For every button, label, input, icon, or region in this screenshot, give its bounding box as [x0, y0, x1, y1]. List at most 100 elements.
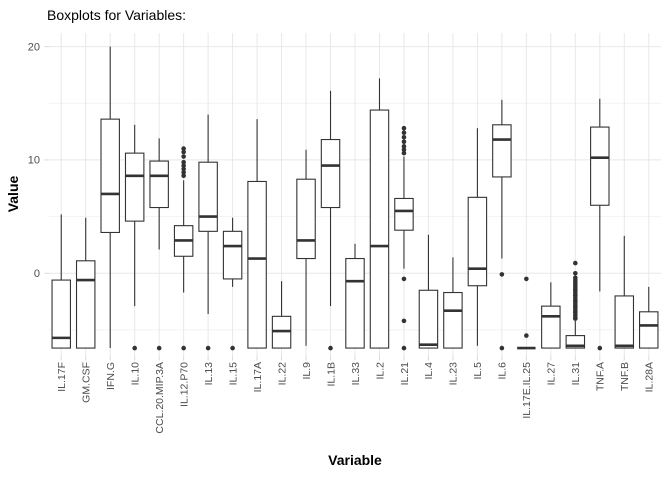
- outlier-point: [401, 147, 407, 153]
- outlier-point: [181, 345, 186, 351]
- x-tick-label: IL.27: [546, 362, 558, 386]
- outlier-point: [573, 270, 578, 276]
- box-rect: [394, 197, 414, 231]
- box-rect: [247, 180, 267, 349]
- x-tick-label: IL.1B: [325, 362, 337, 387]
- box-rect: [345, 257, 365, 349]
- outlier-point: [499, 272, 505, 277]
- outlier-point: [181, 149, 186, 155]
- x-tick-label: TNF.A: [595, 362, 607, 391]
- box-rect: [418, 289, 439, 349]
- box-rect: [100, 118, 120, 234]
- box-IL.6: [492, 99, 512, 351]
- box-rect: [639, 311, 659, 349]
- outlier-point: [401, 125, 407, 131]
- x-tick-label: IL.10: [129, 362, 141, 386]
- outlier-point: [401, 345, 407, 351]
- chart-title: Boxplots for Variables:: [47, 7, 187, 23]
- x-tick-label: IL.17F: [56, 362, 68, 392]
- box-rect: [198, 161, 218, 232]
- box-IL.10: [124, 124, 145, 351]
- outlier-point: [573, 260, 578, 266]
- box-rect: [296, 178, 316, 260]
- outlier-point: [401, 130, 407, 136]
- box-IL.12.P70: [173, 146, 194, 351]
- box-IL.13: [198, 114, 218, 351]
- outlier-point: [181, 163, 186, 168]
- outlier-point: [328, 345, 333, 351]
- outlier-point: [156, 345, 162, 351]
- box-rect: [222, 230, 243, 280]
- x-tick-label: IL.4: [423, 362, 435, 380]
- x-tick-label: IL.17E.IL.25: [521, 362, 533, 419]
- x-tick-label: IL.13: [203, 362, 215, 386]
- x-tick-label: IL.22: [276, 362, 288, 386]
- x-tick-label: TNF.B: [619, 362, 631, 391]
- box-IL.22: [271, 281, 292, 349]
- outlier-point: [181, 170, 186, 175]
- y-tick-label: 10: [28, 155, 40, 167]
- outlier-point: [401, 139, 407, 145]
- outlier-point: [181, 173, 186, 179]
- box-rect: [75, 260, 96, 349]
- box-GM.CSF: [75, 217, 96, 349]
- x-tick-label: IL.9: [301, 362, 313, 380]
- box-IL.27: [541, 282, 561, 349]
- x-tick-label: IFN.G: [105, 362, 117, 390]
- outlier-point: [573, 316, 578, 321]
- outlier-point: [181, 146, 186, 151]
- box-rect: [51, 279, 71, 349]
- box-rect: [320, 138, 341, 209]
- box-IL.17F: [51, 214, 71, 349]
- outlier-point: [401, 144, 407, 149]
- x-tick-label: IL.12.P70: [178, 362, 190, 407]
- x-tick-label: IL.23: [448, 362, 460, 386]
- box-IL.2: [369, 78, 390, 349]
- x-tick-label: IL.5: [472, 362, 484, 380]
- box-IL.31: [565, 260, 586, 349]
- box-IL.21: [394, 125, 414, 351]
- outlier-point: [401, 318, 407, 324]
- box-IL.33: [345, 243, 365, 349]
- outlier-point: [499, 345, 505, 351]
- box-IL.17A: [247, 119, 267, 349]
- box-rect: [124, 152, 145, 222]
- box-rect: [149, 160, 169, 209]
- y-tick-label: 20: [28, 41, 40, 53]
- outlier-point: [205, 345, 211, 351]
- box-IL.15: [222, 217, 243, 351]
- x-tick-label: IL.33: [350, 362, 362, 386]
- box-IL.9: [296, 149, 316, 346]
- box-rect: [590, 126, 610, 206]
- box-IL.23: [443, 257, 463, 349]
- box-IL.1B: [320, 90, 341, 351]
- x-tick-label: IL.6: [497, 362, 509, 380]
- outlier-point: [524, 276, 529, 282]
- box-rect: [492, 124, 512, 178]
- outlier-point: [401, 150, 407, 156]
- x-tick-label: IL.31: [570, 362, 582, 386]
- box-CCL.20.MIP.3A: [149, 138, 169, 351]
- x-tick-label: GM.CSF: [81, 362, 93, 403]
- outlier-point: [181, 159, 186, 165]
- box-IL.4: [418, 234, 439, 349]
- box-IL.5: [467, 128, 488, 346]
- box-rect: [369, 109, 390, 349]
- x-tick-label: IL.2: [374, 362, 386, 380]
- y-axis-title: Value: [5, 175, 21, 213]
- box-TNF.B: [614, 235, 635, 349]
- box-TNF.A: [590, 98, 610, 351]
- outlier-point: [597, 345, 603, 351]
- outlier-point: [230, 345, 235, 351]
- box-IFN.G: [100, 46, 120, 349]
- box-rect: [467, 196, 488, 287]
- outlier-point: [132, 345, 137, 351]
- x-tick-label: IL.17A: [252, 362, 264, 392]
- outlier-point: [401, 276, 407, 282]
- box-rect: [443, 291, 463, 349]
- box-IL.28A: [639, 286, 659, 349]
- x-tick-label: CCL.20.MIP.3A: [154, 362, 166, 434]
- box-IL.17E.IL.25: [517, 276, 536, 350]
